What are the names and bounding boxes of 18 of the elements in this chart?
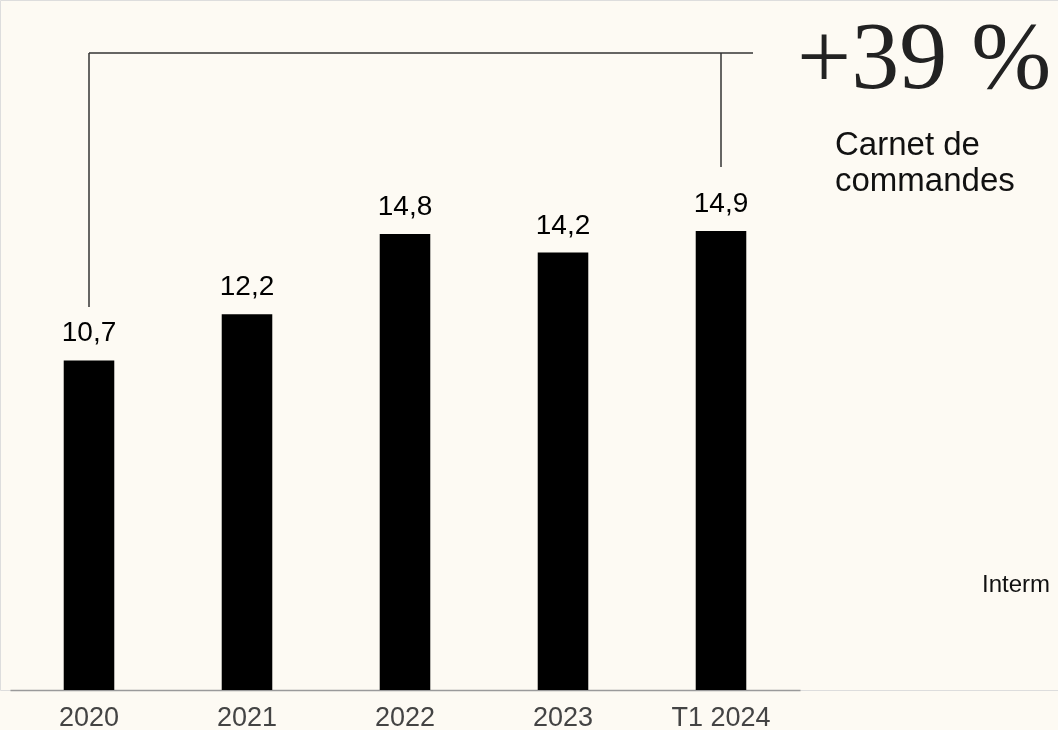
data-label: 12,2	[219, 270, 275, 302]
bar	[221, 314, 273, 690]
x-tick-label: 2023	[532, 701, 594, 732]
data-label: 10,7	[61, 316, 117, 348]
text: +39 %	[797, 2, 1052, 109]
data-label: 14,2	[535, 208, 591, 240]
bar	[537, 252, 589, 690]
x-tick-label: T1 2024	[671, 701, 771, 732]
x-tick-label: 2022	[374, 701, 436, 732]
x-tick-label: 2021	[216, 701, 278, 732]
data-label: 14,9	[693, 187, 749, 218]
bar	[63, 360, 115, 690]
text: Carnet de commandes	[835, 125, 1015, 198]
data-label: 14,8	[377, 190, 433, 222]
x-tick-label: 2020	[58, 701, 120, 732]
bar	[695, 231, 747, 690]
bar	[379, 234, 431, 690]
text: Interm	[982, 570, 1051, 597]
